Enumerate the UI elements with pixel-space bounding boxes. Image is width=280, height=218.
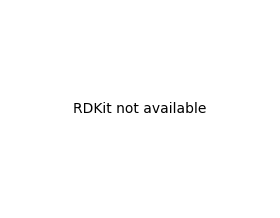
Text: RDKit not available: RDKit not available [73, 102, 207, 116]
